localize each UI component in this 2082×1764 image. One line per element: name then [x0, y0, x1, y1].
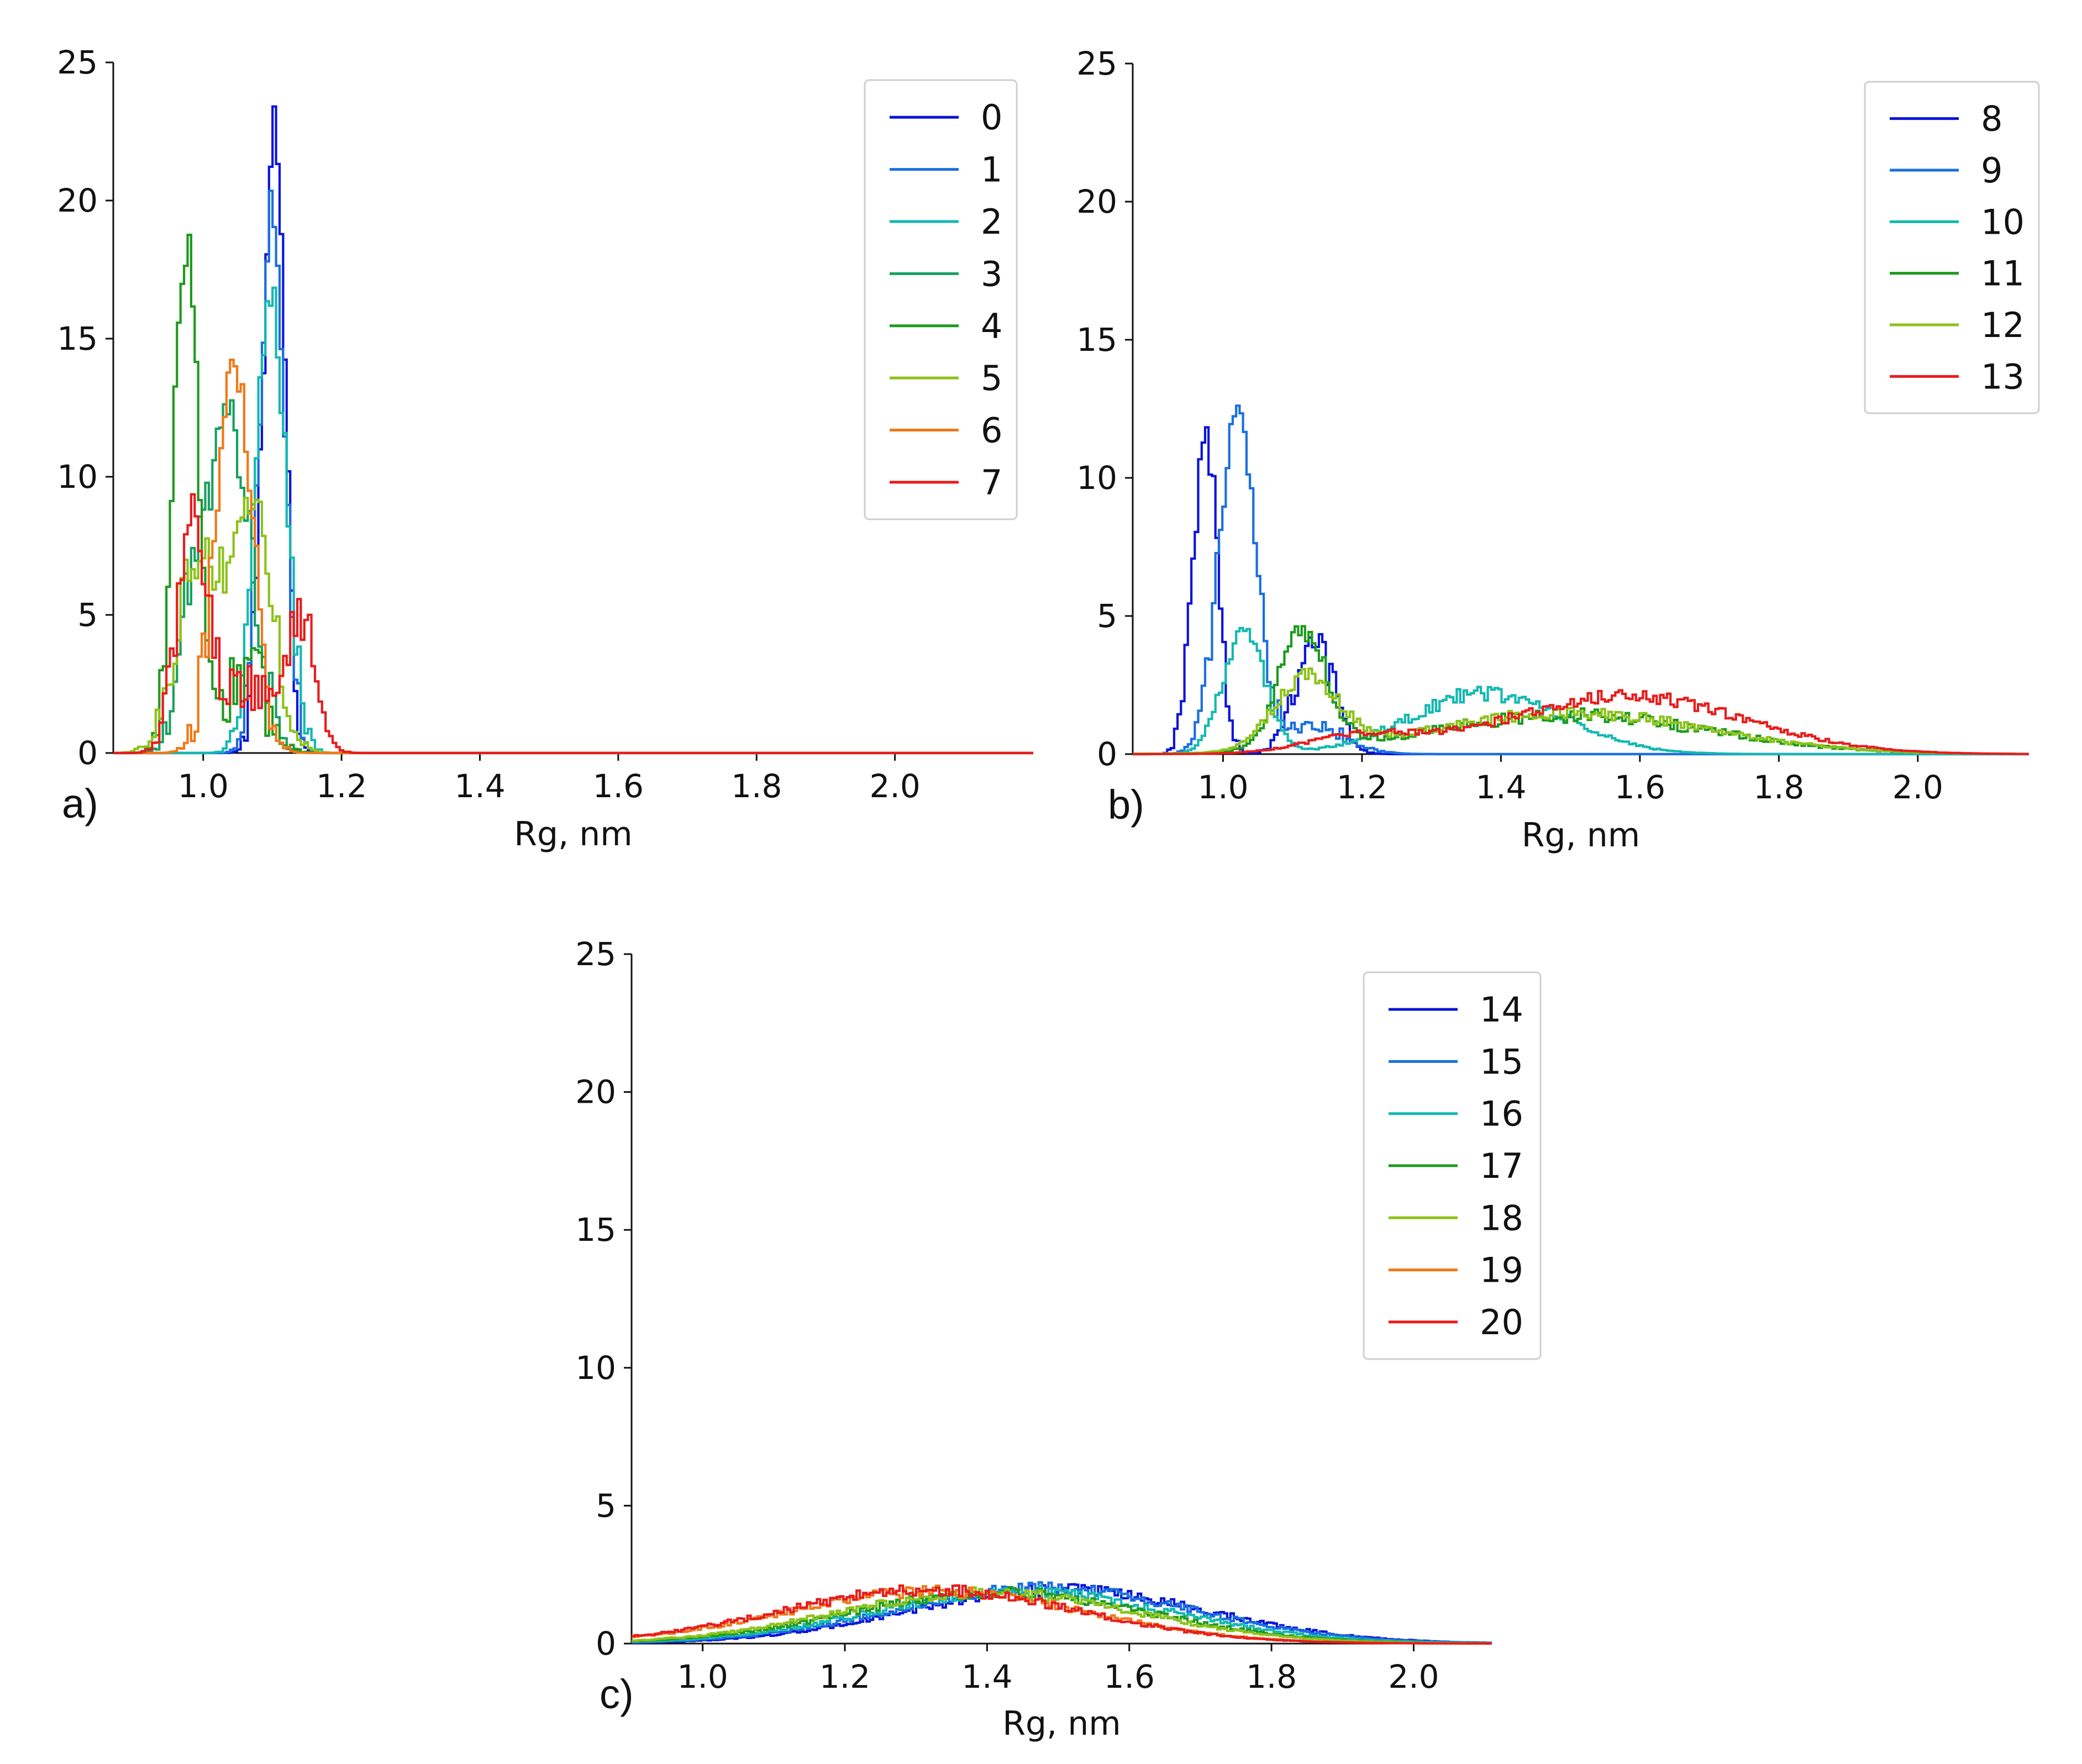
legend-label-16: 16 [1480, 1094, 1523, 1134]
y-tick-label: 20 [57, 182, 98, 219]
y-tick-label: 0 [1097, 735, 1117, 773]
y-tick-label: 10 [1076, 459, 1117, 497]
series-7-line [113, 493, 1033, 755]
legend-label-10: 10 [1981, 202, 2025, 242]
x-tick-label: 1.6 [1104, 1658, 1155, 1695]
panel-label: c) [600, 1671, 634, 1717]
series-12-line [1133, 667, 2029, 755]
legend-label-12: 12 [1981, 305, 2025, 345]
legend-label-13: 13 [1981, 356, 2025, 397]
y-tick-label: 5 [1097, 597, 1117, 635]
panel-label: a) [62, 781, 98, 826]
series-15-line [632, 1581, 1492, 1644]
legend-label-5: 5 [981, 358, 1002, 398]
x-tick-label: 1.6 [1615, 768, 1665, 806]
legend-label-1: 1 [981, 150, 1002, 190]
legend-label-20: 20 [1480, 1302, 1523, 1342]
panel-3: 0 5 10 15 20 25 1.0 1.2 1.4 1.6 1.8 2.0 Rg, nm c) 14 15… [575, 935, 1542, 1743]
panel-1: 0 5 10 15 20 25 1.0 1.2 1.4 1.6 1.8 2.0 Rg, nm a) 0 1 2 3… [57, 44, 1033, 854]
legend: 8 9 10 11 12 13 [1864, 81, 2040, 414]
series-16-line [632, 1584, 1492, 1645]
x-tick-label: 1.8 [1246, 1658, 1297, 1695]
legend-label-8: 8 [1981, 99, 2002, 139]
x-tick-label: 2.0 [1892, 768, 1943, 806]
legend-label-17: 17 [1480, 1146, 1523, 1186]
legend: 0 1 2 3 4 5 6 7 [864, 79, 1018, 520]
x-tick-label: 1.2 [819, 1658, 870, 1695]
legend-label-0: 0 [981, 97, 1002, 138]
y-tick-label: 25 [1076, 45, 1117, 82]
legend-box [1864, 81, 2040, 414]
series-13-line [1133, 689, 2029, 756]
legend-label-9: 9 [1981, 150, 2002, 191]
legend-label-2: 2 [981, 202, 1002, 242]
series-20-line [632, 1584, 1492, 1645]
x-tick-label: 1.2 [316, 767, 367, 805]
legend-label-6: 6 [981, 410, 1002, 450]
y-tick-label: 25 [575, 935, 616, 973]
panel-2: 0 5 10 15 20 25 1.0 1.2 1.4 1.6 1.8 2.0 Rg, nm b) 8 9 10… [1076, 45, 2040, 855]
legend: 14 15 16 17 18 19 20 [1363, 971, 1542, 1360]
y-tick-label: 20 [1076, 183, 1117, 220]
x-tick-label: 1.4 [1475, 768, 1526, 806]
x-tick-label: 1.4 [454, 767, 505, 805]
x-tick-label: 1.6 [593, 767, 644, 805]
legend-label-4: 4 [981, 306, 1002, 346]
x-axis-label: Rg, nm [1522, 816, 1640, 855]
series-18-line [632, 1586, 1492, 1645]
y-tick-label: 5 [596, 1487, 616, 1524]
series-10-line [1133, 626, 2029, 756]
legend-label-18: 18 [1480, 1198, 1523, 1238]
y-tick-label: 10 [57, 458, 98, 496]
x-tick-label: 1.2 [1337, 768, 1387, 806]
legend-label-7: 7 [981, 462, 1002, 503]
x-tick-label: 2.0 [869, 767, 920, 805]
y-tick-label: 0 [77, 734, 98, 772]
legend-label-14: 14 [1480, 989, 1523, 1030]
y-tick-label: 25 [57, 44, 98, 81]
x-tick-label: 1.0 [677, 1658, 728, 1695]
legend-label-15: 15 [1480, 1041, 1523, 1082]
y-tick-label: 20 [575, 1073, 616, 1111]
legend-label-19: 19 [1480, 1250, 1523, 1291]
y-tick-label: 15 [575, 1211, 616, 1249]
x-tick-label: 1.8 [1753, 768, 1804, 806]
x-tick-label: 1.4 [961, 1658, 1012, 1695]
y-tick-label: 5 [77, 596, 98, 634]
legend-box [864, 79, 1018, 520]
y-tick-label: 0 [596, 1625, 616, 1662]
x-tick-label: 1.0 [1197, 768, 1248, 806]
y-tick-label: 10 [575, 1349, 616, 1387]
legend-label-3: 3 [981, 254, 1002, 294]
x-axis-label: Rg, nm [514, 815, 632, 854]
x-tick-label: 1.0 [178, 767, 229, 805]
y-tick-label: 15 [57, 320, 98, 357]
legend-label-11: 11 [1981, 254, 2025, 294]
panel-label: b) [1108, 782, 1144, 828]
x-tick-label: 1.8 [731, 767, 782, 805]
x-axis-label: Rg, nm [1002, 1704, 1121, 1743]
y-tick-label: 15 [1076, 321, 1117, 359]
x-tick-label: 2.0 [1388, 1658, 1439, 1695]
